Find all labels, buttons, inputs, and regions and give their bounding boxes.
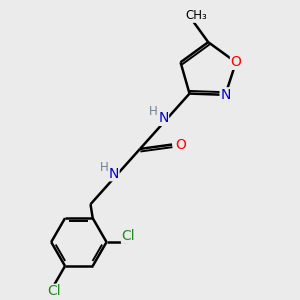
- Text: O: O: [230, 55, 242, 69]
- Text: O: O: [175, 137, 186, 152]
- Text: N: N: [220, 88, 230, 102]
- Text: H: H: [149, 105, 158, 119]
- Text: H: H: [100, 161, 109, 174]
- Text: CH₃: CH₃: [186, 9, 208, 22]
- Text: N: N: [109, 167, 119, 181]
- Text: Cl: Cl: [122, 229, 135, 243]
- Text: N: N: [158, 111, 169, 125]
- Text: Cl: Cl: [47, 284, 61, 298]
